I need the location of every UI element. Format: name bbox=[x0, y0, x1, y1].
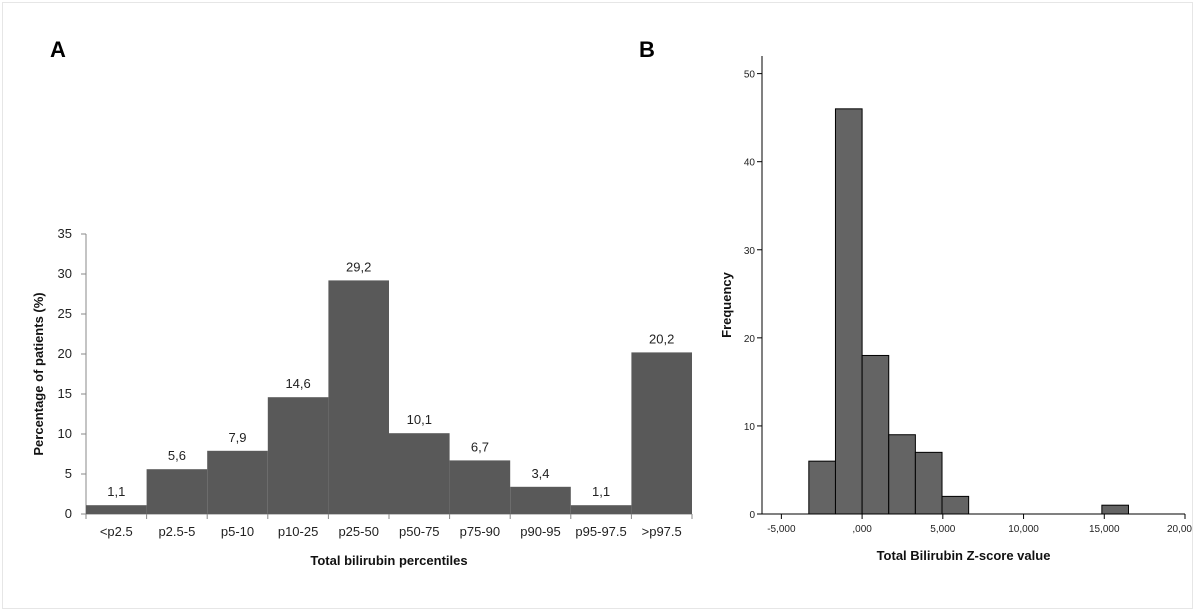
b-x-tick-label: 5,000 bbox=[930, 524, 955, 535]
b-histogram-bar bbox=[808, 460, 836, 515]
a-y-tick-label: 35 bbox=[58, 226, 72, 241]
b-histogram-bar bbox=[1101, 504, 1129, 515]
a-bar bbox=[207, 450, 268, 514]
b-y-tick-label: 30 bbox=[744, 246, 756, 257]
b-y-axis-title: Frequency bbox=[719, 271, 734, 338]
panel-a-letter: A bbox=[50, 37, 66, 62]
a-bar bbox=[328, 280, 389, 514]
a-category-label: <p2.5 bbox=[100, 524, 133, 539]
b-histogram-bar bbox=[914, 451, 943, 515]
a-bar bbox=[389, 433, 450, 514]
b-x-axis-title: Total Bilirubin Z-score value bbox=[877, 548, 1051, 563]
a-y-tick-label: 25 bbox=[58, 306, 72, 321]
b-x-tick-label: ,000 bbox=[852, 524, 872, 535]
b-y-tick-label: 40 bbox=[744, 158, 756, 169]
b-histogram-bar bbox=[888, 434, 916, 515]
a-bar bbox=[86, 505, 147, 514]
a-data-label: 3,4 bbox=[531, 466, 549, 481]
a-data-label: 20,2 bbox=[649, 331, 674, 346]
chart-a: 0 5 10 15 20 25 30 35 <p2.5 1,1 p2.5-5 5,6 p5-10 7,9 p… bbox=[31, 226, 693, 568]
panel-b-letter: B bbox=[639, 37, 655, 62]
a-data-label: 14,6 bbox=[285, 376, 310, 391]
a-y-axis-title: Percentage of patients (%) bbox=[31, 292, 46, 455]
b-x-tick-label: 10,000 bbox=[1008, 524, 1039, 535]
a-y-tick-label: 15 bbox=[58, 386, 72, 401]
a-data-label: 7,9 bbox=[228, 430, 246, 445]
a-category-label: p5-10 bbox=[221, 524, 254, 539]
b-x-tick-label: 15,000 bbox=[1089, 524, 1120, 535]
a-data-label: 10,1 bbox=[407, 412, 432, 427]
a-bar bbox=[510, 486, 571, 514]
b-x-tick-label: 20,00 bbox=[1167, 524, 1192, 535]
b-histogram-bar bbox=[834, 108, 863, 515]
a-bar bbox=[267, 397, 329, 514]
a-x-axis-title: Total bilirubin percentiles bbox=[310, 553, 467, 568]
a-data-label: 29,2 bbox=[346, 259, 371, 274]
a-data-label: 1,1 bbox=[592, 484, 610, 499]
b-x-tick-label: -5,000 bbox=[767, 524, 796, 535]
b-y-tick-label: 50 bbox=[744, 70, 756, 81]
a-category-label: p25-50 bbox=[338, 524, 378, 539]
a-y-tick-label: 0 bbox=[65, 506, 72, 521]
a-category-label: p10-25 bbox=[278, 524, 318, 539]
a-data-label: 5,6 bbox=[168, 448, 186, 463]
a-y-tick-label: 30 bbox=[58, 266, 72, 281]
b-y-tick-label: 0 bbox=[749, 510, 755, 521]
a-data-label: 6,7 bbox=[471, 439, 489, 454]
b-y-tick-label: 10 bbox=[744, 422, 756, 433]
a-category-label: >p97.5 bbox=[642, 524, 682, 539]
b-histogram-bar bbox=[861, 354, 890, 515]
a-bar bbox=[570, 505, 632, 514]
a-y-tick-label: 10 bbox=[58, 426, 72, 441]
chart-b: 0 10 20 30 40 50 -5,000 ,000 5,000 10,000 15,000 20… bbox=[719, 56, 1192, 563]
b-y-tick-label: 20 bbox=[744, 334, 756, 345]
a-bar bbox=[631, 352, 692, 514]
a-category-label: p90-95 bbox=[520, 524, 560, 539]
b-histogram-bar bbox=[941, 495, 970, 515]
a-y-tick-label: 20 bbox=[58, 346, 72, 361]
a-bar bbox=[449, 460, 511, 514]
a-category-label: p2.5-5 bbox=[158, 524, 195, 539]
a-category-label: p75-90 bbox=[460, 524, 500, 539]
a-bar bbox=[146, 469, 208, 514]
a-category-label: p50-75 bbox=[399, 524, 439, 539]
a-data-label: 1,1 bbox=[107, 484, 125, 499]
a-y-tick-label: 5 bbox=[65, 466, 72, 481]
a-category-label: p95-97.5 bbox=[575, 524, 626, 539]
